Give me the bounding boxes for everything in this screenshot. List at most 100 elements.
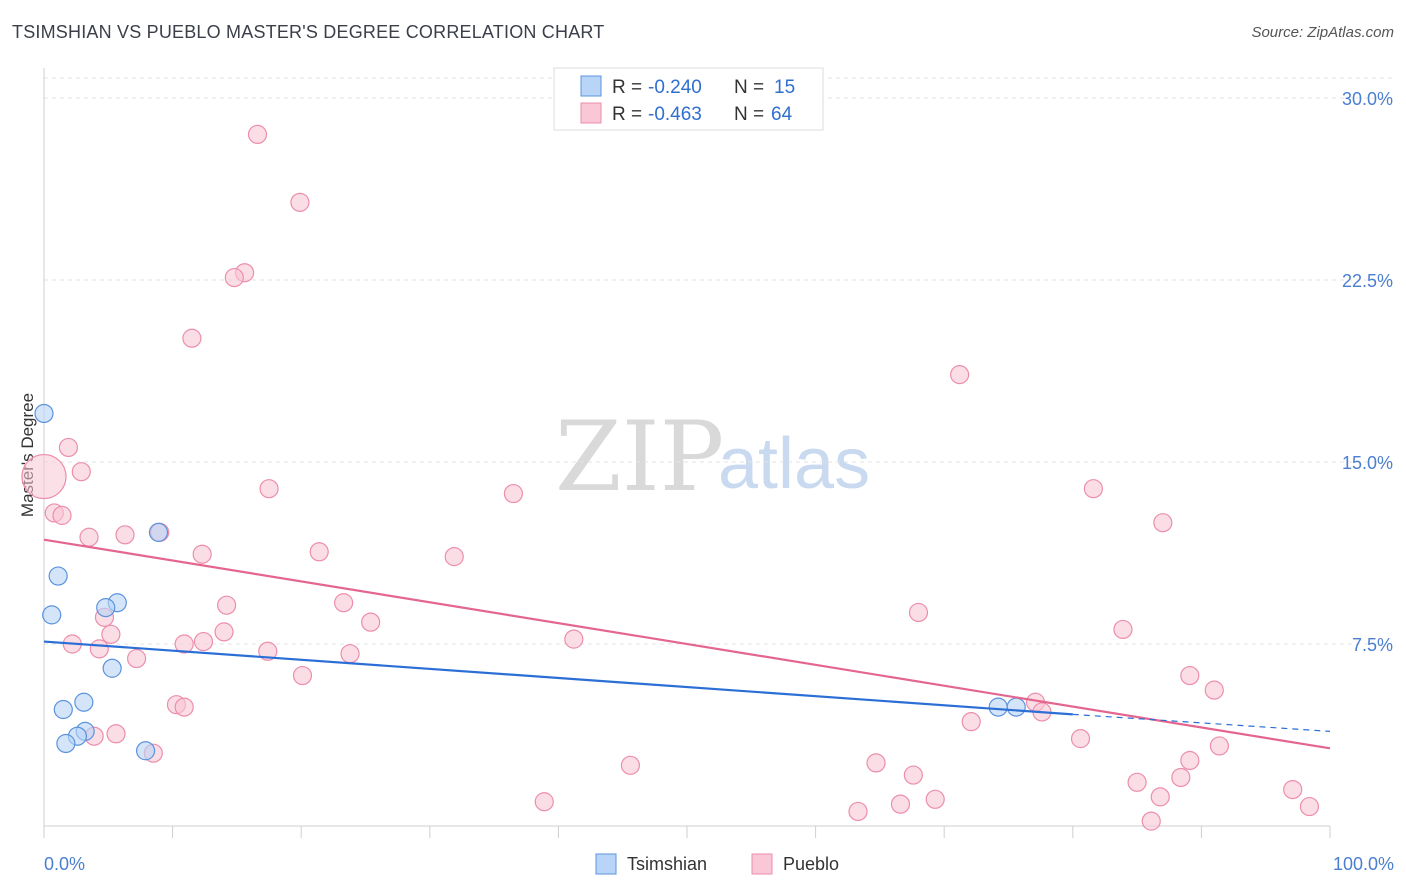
tsimshian-point-5 — [148, 522, 169, 542]
legend-r-label-tsimshian: R = — [612, 77, 642, 98]
legend-swatch-pueblo — [580, 102, 602, 124]
pueblo-point-36 — [126, 648, 147, 669]
pueblo-point-59 — [534, 792, 554, 812]
pueblo-point-10 — [503, 483, 523, 504]
pueblo-point-53 — [903, 765, 923, 785]
pueblo-point-9 — [259, 479, 279, 499]
tsimshian-point-1 — [48, 566, 68, 586]
pueblo-point-6 — [950, 365, 970, 385]
y-axis-label: Master's Degree — [18, 393, 37, 517]
chart-title: TSIMSHIAN VS PUEBLO MASTER'S DEGREE CORR… — [12, 22, 605, 42]
pueblo-point-18 — [192, 544, 212, 564]
pueblo-point-13 — [52, 505, 72, 525]
bottom-legend-label-tsimshian: Tsimshian — [627, 854, 707, 874]
y-tick-labels: 7.5% 15.0% 22.5% 30.0% — [1342, 89, 1393, 655]
pueblo-point-21 — [334, 593, 354, 613]
watermark-zip: ZIP — [555, 401, 724, 513]
pueblo-point-47 — [1070, 729, 1091, 749]
tsimshian-trendline — [43, 640, 1073, 716]
correlation-legend: R = -0.240 N = 15 R = -0.463 N = 64 — [553, 67, 824, 131]
tsimshian-point-12 — [135, 741, 156, 761]
pueblo-point-20 — [444, 547, 464, 567]
pueblo-point-8 — [71, 462, 91, 482]
tsimshian-point-6 — [102, 658, 122, 678]
pueblo-point-22 — [217, 595, 237, 615]
pueblo-point-39 — [1204, 680, 1224, 700]
y-tick-label-0: 7.5% — [1352, 635, 1393, 655]
series-legend: Tsimshian Pueblo — [595, 853, 839, 875]
pueblo-point-62 — [848, 801, 868, 822]
bottom-legend-swatch-tsimshian — [595, 853, 617, 875]
legend-n-value-pueblo: 64 — [771, 104, 793, 125]
tsimshian-point-7 — [74, 692, 94, 712]
tsimshian-point-14 — [1006, 697, 1026, 717]
pueblo-point-34 — [258, 641, 278, 661]
pueblo-trendline — [43, 538, 1331, 750]
source-label: Source: ZipAtlas.com — [1251, 24, 1394, 41]
legend-r-value-tsimshian: -0.240 — [648, 77, 702, 98]
legend-r-label-pueblo: R = — [612, 104, 642, 125]
pueblo-point-11 — [1083, 479, 1103, 499]
pueblo-point-5 — [182, 328, 202, 348]
pueblo-point-19 — [309, 542, 329, 562]
pueblo-point-32 — [174, 634, 194, 654]
pueblo-point-60 — [890, 794, 911, 814]
legend-swatch-tsimshian — [580, 75, 602, 97]
pueblo-point-33 — [89, 639, 109, 659]
pueblo-point-28 — [101, 624, 121, 644]
pueblo-point-37 — [1180, 665, 1200, 686]
pueblo-point-23 — [908, 602, 929, 623]
y-tick-label-3: 30.0% — [1342, 89, 1393, 109]
pueblo-point-52 — [1180, 750, 1200, 771]
pueblo-point-4 — [224, 267, 244, 288]
tsimshian-trendline-extension — [1072, 713, 1331, 732]
y-tick-label-1: 15.0% — [1342, 453, 1393, 473]
pueblo-point-27 — [1113, 619, 1133, 640]
pueblo-point-16 — [115, 525, 135, 545]
pueblo-point-48 — [1209, 736, 1230, 756]
pueblo-point-44 — [961, 712, 981, 732]
legend-n-value-tsimshian: 15 — [774, 77, 795, 98]
legend-r-value-pueblo: -0.463 — [648, 104, 702, 125]
tsimshian-point-4 — [96, 597, 116, 618]
axes — [43, 68, 1331, 838]
tsimshian-point-11 — [56, 733, 76, 754]
legend-n-label-pueblo: N = — [734, 104, 764, 125]
pueblo-point-17 — [79, 527, 99, 547]
pueblo-point-55 — [1127, 772, 1147, 792]
pueblo-point-0 — [21, 453, 67, 500]
pueblo-point-35 — [340, 644, 360, 664]
pueblo-point-30 — [193, 631, 214, 652]
x-tick-label-min: 0.0% — [44, 854, 85, 874]
pueblo-point-57 — [1150, 787, 1170, 807]
pueblo-point-38 — [292, 665, 313, 686]
trendlines — [43, 538, 1331, 750]
x-tick-label-max: 100.0% — [1333, 854, 1394, 874]
pueblo-point-61 — [1299, 796, 1320, 817]
pueblo-point-26 — [214, 622, 234, 642]
pueblo-point-50 — [620, 755, 641, 775]
pueblo-point-2 — [290, 192, 310, 212]
pueblo-point-56 — [1283, 779, 1303, 800]
gridlines — [44, 77, 1392, 645]
pueblo-point-51 — [866, 753, 886, 773]
pueblo-point-1 — [247, 124, 268, 144]
pueblo-point-42 — [174, 697, 194, 717]
pueblo-point-63 — [1141, 811, 1161, 831]
bottom-legend-label-pueblo: Pueblo — [783, 854, 839, 874]
pueblo-point-58 — [925, 789, 945, 809]
bottom-legend-swatch-pueblo — [751, 853, 773, 875]
tsimshian-point-2 — [42, 605, 62, 625]
tsimshian-point-8 — [53, 699, 73, 720]
pueblo-point-25 — [361, 612, 381, 632]
tsimshian-point-0 — [34, 403, 54, 424]
watermark-atlas: atlas — [718, 424, 870, 504]
pueblo-point-29 — [564, 629, 584, 649]
tsimshian-series — [34, 403, 1026, 761]
pueblo-point-54 — [1171, 767, 1191, 788]
y-tick-label-2: 22.5% — [1342, 271, 1393, 291]
legend-n-label-tsimshian: N = — [734, 77, 764, 98]
pueblo-point-45 — [106, 724, 126, 744]
pueblo-point-7 — [58, 437, 79, 458]
